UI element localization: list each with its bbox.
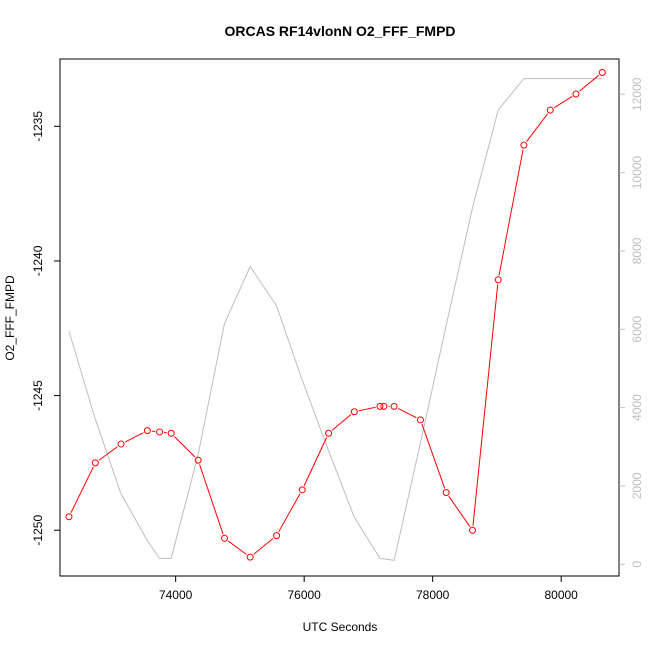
series-1-segment: [498, 149, 524, 276]
series-1-point: [117, 440, 125, 448]
series-1-segment: [579, 74, 600, 92]
y2-tick-label: 4000: [630, 394, 644, 421]
series-1-segment: [397, 407, 417, 419]
series-1-point: [380, 402, 388, 410]
series-1-point: [376, 402, 384, 410]
x-tick-label: 76000: [287, 588, 321, 602]
series-1-segment: [448, 495, 471, 527]
series-1-segment: [331, 414, 352, 431]
series-1-point: [390, 402, 398, 410]
series-1-segment: [124, 432, 144, 443]
series-1-point: [572, 90, 580, 98]
y-tick-label: -1250: [31, 515, 45, 546]
series-1-point: [350, 408, 358, 416]
secondary-series-layer: [68, 78, 603, 561]
series-1-segment: [70, 466, 94, 513]
series-2-line: [68, 78, 603, 561]
primary-series-layer: [65, 68, 606, 561]
series-1-point: [442, 489, 450, 497]
series-1-point: [273, 532, 281, 540]
series-1-point: [246, 553, 254, 561]
series-1-segment: [278, 493, 301, 532]
y2-tick-label: 0: [630, 561, 644, 568]
series-1-point: [167, 429, 175, 437]
y2-tick-label: 8000: [630, 237, 644, 264]
series-1-point: [65, 513, 73, 521]
y-tick-label: -1240: [31, 245, 45, 276]
x-axis: 74000 76000 78000 80000: [159, 576, 578, 602]
x-tick-label: 80000: [544, 588, 578, 602]
series-1-point: [298, 486, 306, 494]
series-1-segment: [526, 113, 548, 142]
y-tick-label: -1235: [31, 111, 45, 142]
series-1-segment: [98, 446, 118, 461]
x-axis-title: UTC Seconds: [303, 620, 378, 634]
series-1-segment: [253, 538, 274, 555]
x-tick-label: 78000: [416, 588, 450, 602]
y-axis-right: 0 2000 4000 6000 8000 10000 12000: [619, 77, 644, 568]
series-1-segment: [553, 95, 573, 109]
series-1-point: [494, 276, 502, 284]
series-1-point: [220, 534, 228, 542]
plot-frame: [59, 58, 620, 577]
series-1-segment: [199, 464, 224, 535]
series-1-point: [546, 106, 554, 114]
series-1-segment: [472, 284, 499, 526]
y-tick-label: -1245: [31, 380, 45, 411]
series-1-point: [143, 427, 151, 435]
series-1-segment: [358, 406, 376, 412]
series-1-point: [91, 459, 99, 467]
series-1-point: [194, 456, 202, 464]
y-axis-title: O2_FFF_FMPD: [3, 275, 17, 361]
y2-tick-label: 2000: [630, 472, 644, 499]
series-1-segment: [173, 436, 196, 458]
series-1-segment: [421, 423, 446, 489]
x-tick-label: 74000: [159, 588, 193, 602]
series-1-point: [416, 416, 424, 424]
series-1-point: [598, 68, 606, 76]
series-1-segment: [227, 540, 247, 555]
y2-tick-label: 6000: [630, 316, 644, 343]
y-axis-left: -1250 -1245 -1240 -1235: [31, 111, 60, 546]
chart-title: ORCAS RF14vlonN O2_FFF_FMPD: [224, 23, 455, 39]
series-1-point: [520, 141, 528, 149]
series-1-point: [325, 429, 333, 437]
series-1-point: [156, 428, 164, 436]
series-1-segment: [303, 437, 328, 486]
y2-tick-label: 12000: [630, 77, 644, 111]
y2-tick-label: 10000: [630, 156, 644, 190]
series-1-point: [469, 526, 477, 534]
